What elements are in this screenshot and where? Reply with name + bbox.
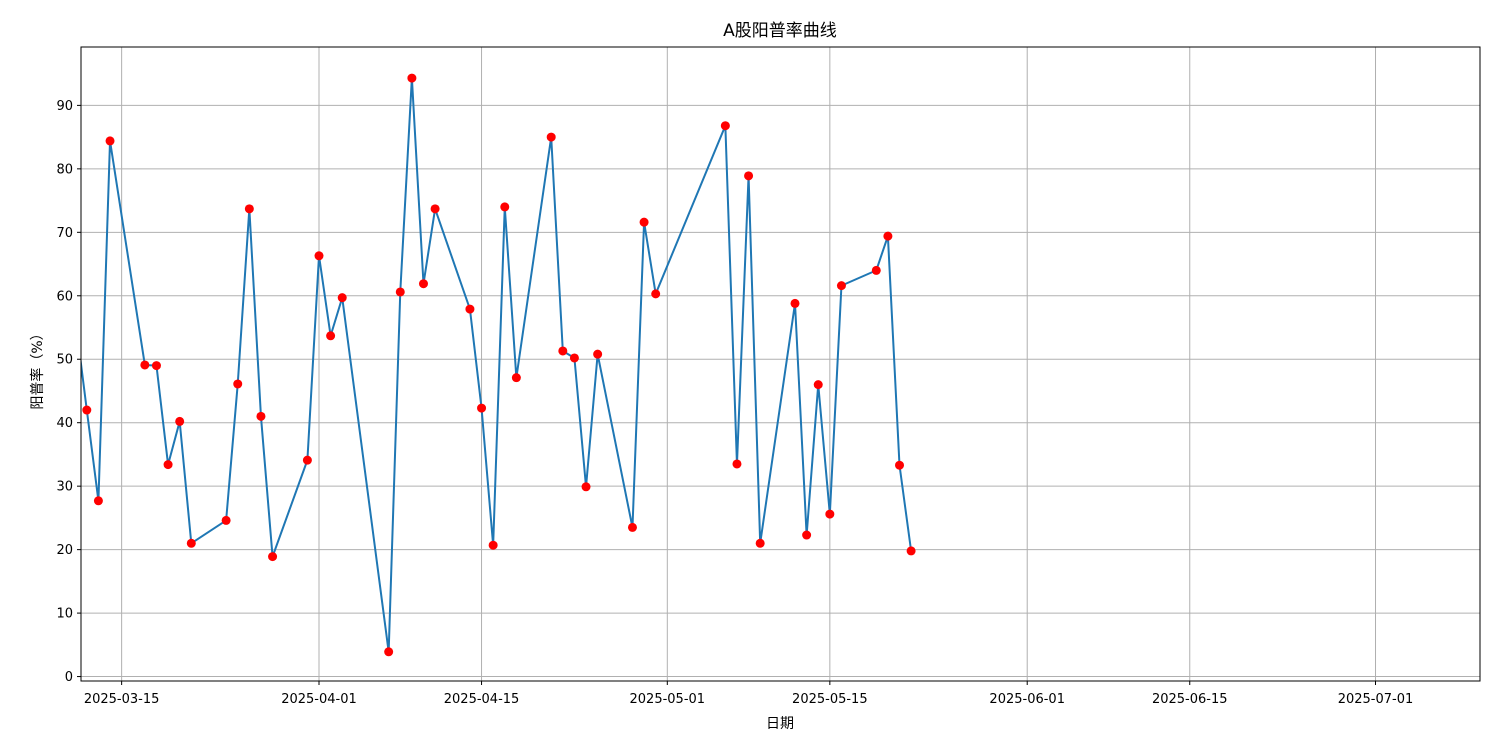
data-point — [639, 217, 649, 227]
chart-title: A股阳普率曲线 — [723, 21, 837, 41]
data-point — [244, 204, 254, 214]
data-point — [314, 251, 324, 261]
data-point — [895, 460, 905, 470]
data-point — [175, 416, 185, 426]
data-point — [407, 73, 417, 83]
series-layer — [81, 73, 916, 657]
data-point — [790, 298, 800, 308]
y-tick-label: 40 — [56, 416, 73, 431]
data-point — [430, 204, 440, 214]
x-tick-label: 2025-03-15 — [84, 692, 160, 707]
data-point — [744, 171, 754, 181]
grid — [81, 47, 1480, 681]
data-point — [593, 349, 603, 359]
data-point — [627, 522, 637, 532]
data-point — [384, 647, 394, 657]
data-point — [732, 459, 742, 469]
data-point — [581, 482, 591, 492]
data-point — [302, 455, 312, 465]
data-point — [256, 411, 266, 421]
x-tick-label: 2025-06-01 — [989, 692, 1065, 707]
data-point — [802, 530, 812, 540]
y-tick-label: 50 — [56, 353, 73, 368]
data-point — [268, 552, 278, 562]
data-point — [221, 515, 231, 525]
y-tick-label: 80 — [56, 162, 73, 177]
data-point — [488, 540, 498, 550]
x-tick-label: 2025-05-01 — [630, 692, 706, 707]
data-point — [825, 509, 835, 519]
ticks: 2025-03-15 2025-04-01 2025-04-15 2025-05-01… — [56, 99, 1413, 707]
data-point — [337, 293, 347, 303]
data-point — [418, 279, 428, 289]
data-point — [500, 202, 510, 212]
data-point — [569, 353, 579, 363]
x-tick-label: 2025-04-01 — [281, 692, 357, 707]
data-point — [186, 538, 196, 548]
y-tick-label: 90 — [56, 99, 73, 114]
y-tick-label: 20 — [56, 543, 73, 558]
y-tick-label: 60 — [56, 289, 73, 304]
data-point — [105, 136, 115, 146]
x-tick-label: 2025-04-15 — [444, 692, 520, 707]
data-point — [163, 460, 173, 470]
data-point — [465, 304, 475, 314]
data-point — [326, 331, 336, 341]
data-point — [871, 265, 881, 275]
data-point — [82, 405, 92, 415]
y-tick-label: 10 — [56, 607, 73, 622]
x-axis-label: 日期 — [766, 716, 794, 732]
x-tick-label: 2025-06-15 — [1152, 692, 1228, 707]
x-tick-label: 2025-07-01 — [1338, 692, 1414, 707]
y-tick-label: 0 — [65, 670, 73, 685]
data-point — [906, 546, 916, 556]
plot-frame — [80, 46, 1481, 682]
data-point — [883, 231, 893, 241]
data-point — [395, 287, 405, 297]
data-point — [151, 361, 161, 371]
data-point — [511, 373, 521, 383]
data-point — [233, 379, 243, 389]
data-point — [140, 360, 150, 370]
y-tick-label: 30 — [56, 480, 73, 495]
data-point — [720, 121, 730, 131]
data-point — [477, 403, 487, 413]
x-tick-label: 2025-05-15 — [792, 692, 868, 707]
data-point — [651, 289, 661, 299]
y-axis-label: 阳普率（%） — [29, 326, 46, 409]
data-point — [836, 281, 846, 291]
data-point — [755, 538, 765, 548]
data-point — [813, 380, 823, 390]
y-tick-label: 70 — [56, 226, 73, 241]
data-point — [546, 132, 556, 142]
data-point — [558, 346, 568, 356]
data-point — [93, 496, 103, 506]
